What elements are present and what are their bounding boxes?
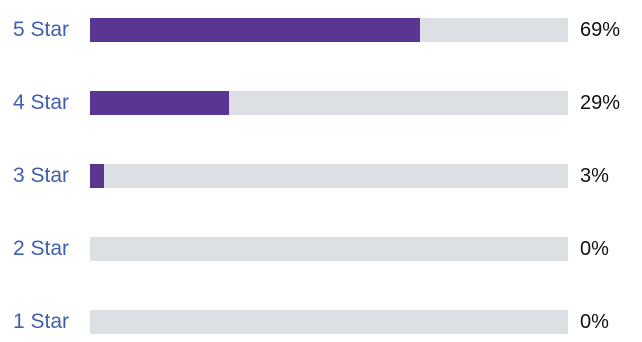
- rating-label[interactable]: 4 Star: [13, 91, 70, 114]
- rating-percent: 29%: [580, 92, 621, 114]
- rating-percent: 69%: [580, 19, 621, 41]
- rating-bar-track[interactable]: [90, 18, 568, 42]
- rating-bar-fill: [90, 18, 420, 42]
- rating-label[interactable]: 1 Star: [13, 310, 70, 333]
- rating-bar-fill: [90, 164, 105, 188]
- rating-row-2-star: 2 Star 0%: [0, 236, 642, 262]
- rating-bar-track[interactable]: [90, 91, 568, 115]
- rating-bar-track[interactable]: [90, 237, 568, 261]
- rating-row-4-star: 4 Star 29%: [0, 90, 642, 116]
- rating-label[interactable]: 5 Star: [13, 18, 70, 41]
- rating-bar-fill: [90, 91, 229, 115]
- rating-percent: 0%: [580, 238, 609, 260]
- rating-percent: 3%: [580, 165, 609, 187]
- rating-percent: 0%: [580, 311, 609, 333]
- rating-row-5-star: 5 Star 69%: [0, 17, 642, 43]
- rating-label[interactable]: 2 Star: [13, 237, 70, 260]
- rating-row-3-star: 3 Star 3%: [0, 163, 642, 189]
- rating-label[interactable]: 3 Star: [13, 164, 70, 187]
- rating-row-1-star: 1 Star 0%: [0, 309, 642, 335]
- rating-bar-track[interactable]: [90, 164, 568, 188]
- rating-bar-track[interactable]: [90, 310, 568, 334]
